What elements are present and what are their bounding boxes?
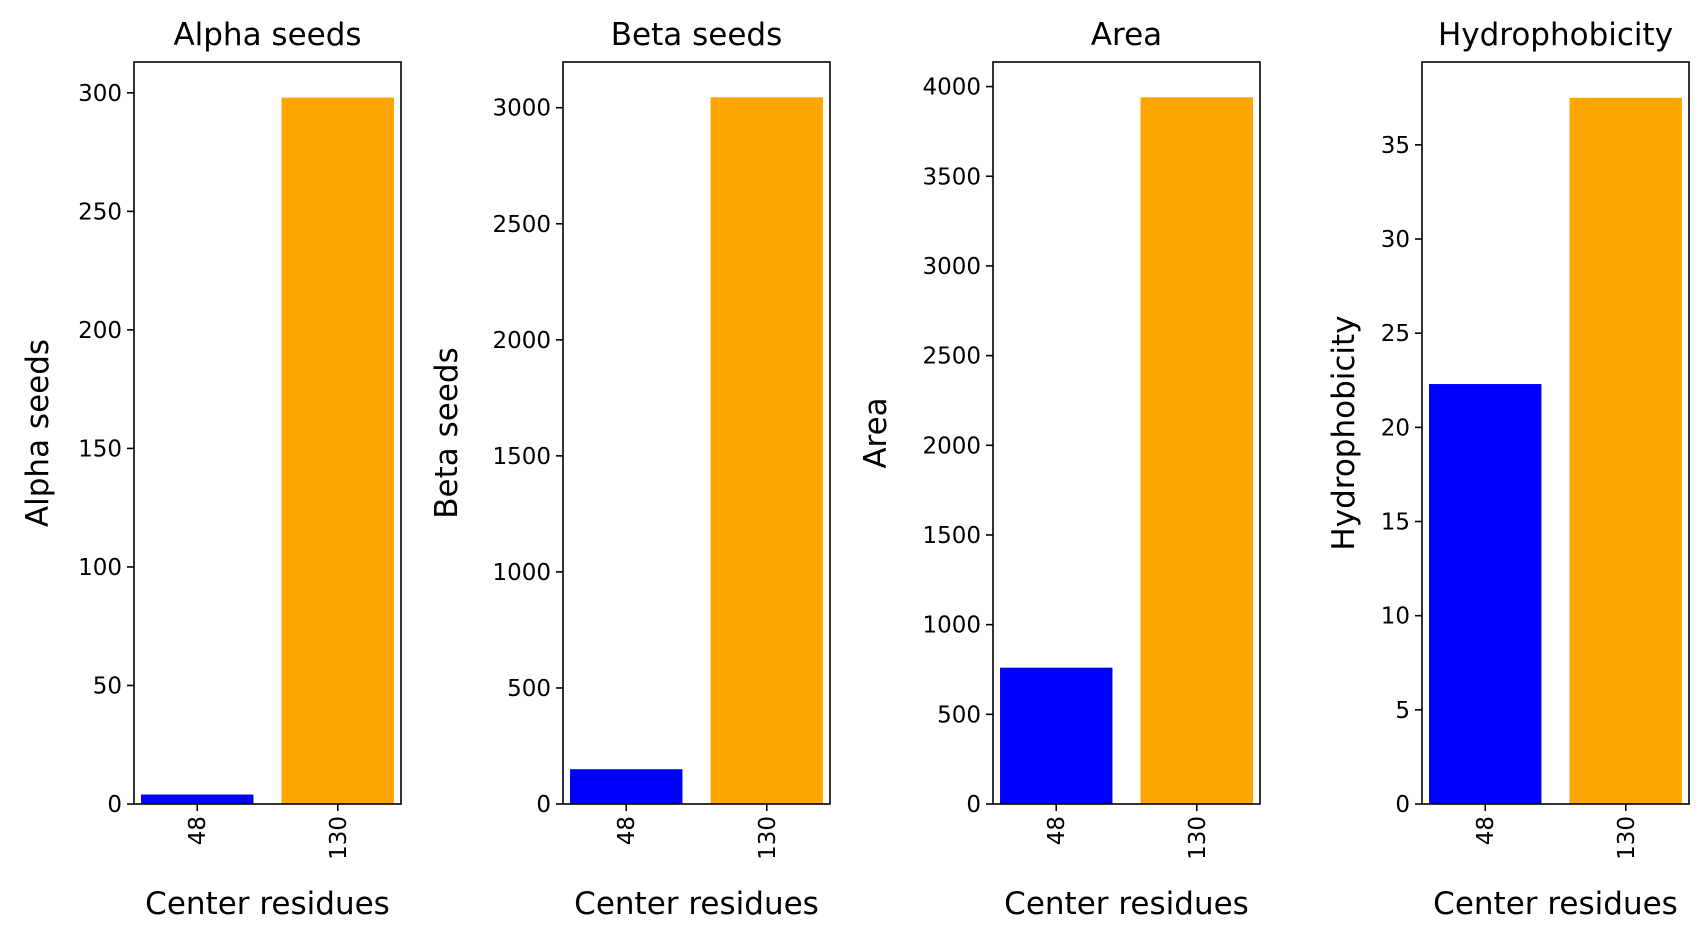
x-tick-label: 48 <box>1473 816 1499 845</box>
y-tick-label: 300 <box>78 81 122 107</box>
y-tick-label: 3000 <box>492 96 551 122</box>
x-tick-label: 130 <box>326 816 352 860</box>
x-tick-label: 130 <box>1614 816 1640 860</box>
x-tick-label: 130 <box>1185 816 1211 860</box>
y-tick-label: 10 <box>1381 604 1410 630</box>
chart-panel-3: 0 500 1000 1500 2000 2500 3000 3500 4000 48 130 Are… <box>858 17 1261 922</box>
axes-frame <box>562 61 831 805</box>
y-tick-label: 35 <box>1381 133 1410 159</box>
y-tick-label: 15 <box>1381 510 1410 536</box>
y-tick-label: 0 <box>107 792 122 818</box>
y-tick-label: 500 <box>937 702 981 728</box>
y-tick-label: 2500 <box>922 344 981 370</box>
panel-title: Hydrophobicity <box>1438 17 1673 53</box>
y-tick-label: 50 <box>93 673 122 699</box>
x-axis-label: Center residues <box>145 886 390 922</box>
y-tick-label: 1500 <box>492 444 551 470</box>
bar-130 <box>710 97 823 804</box>
chart-panel-1: 0 50 100 150 200 250 300 48 130 Alpha seeds Center… <box>20 17 402 922</box>
x-tick-label: 48 <box>1044 816 1070 845</box>
y-tick-label: 30 <box>1381 227 1410 253</box>
bar-130 <box>281 97 394 804</box>
y-axis-label: Alpha seeds <box>20 339 56 527</box>
y-tick-label: 1000 <box>492 560 551 586</box>
x-tick-label: 48 <box>614 816 640 845</box>
y-tick-label: 200 <box>78 318 122 344</box>
y-tick-label: 3000 <box>922 254 981 280</box>
y-tick-label: 100 <box>78 555 122 581</box>
bar-48 <box>141 794 254 804</box>
y-tick-label: 250 <box>78 199 122 225</box>
axes-frame <box>133 61 402 805</box>
y-tick-label: 25 <box>1381 321 1410 347</box>
panel-title: Beta seeds <box>611 17 782 53</box>
y-tick-label: 2000 <box>922 433 981 459</box>
y-axis-label: Area <box>858 397 894 468</box>
bar-48 <box>1000 667 1113 804</box>
y-tick-label: 0 <box>966 792 981 818</box>
y-tick-label: 2000 <box>492 328 551 354</box>
axes-frame <box>1421 61 1690 805</box>
chart-panel-4: 0 5 10 15 20 25 30 35 48 130 Hydrophobicity Center … <box>1326 17 1690 922</box>
y-tick-label: 0 <box>1395 792 1410 818</box>
axes-frame <box>992 61 1261 805</box>
y-tick-label: 150 <box>78 436 122 462</box>
panel-title: Area <box>1091 17 1162 53</box>
x-axis-label: Center residues <box>1433 886 1678 922</box>
bar-130 <box>1140 97 1253 804</box>
panel-title: Alpha seeds <box>173 17 361 53</box>
y-tick-label: 4000 <box>922 75 981 101</box>
x-tick-label: 48 <box>185 816 211 845</box>
y-tick-label: 20 <box>1381 415 1410 441</box>
y-axis-label: Beta seeds <box>429 347 465 518</box>
y-tick-label: 2500 <box>492 212 551 238</box>
y-tick-label: 500 <box>507 676 551 702</box>
bar-48 <box>1429 384 1542 804</box>
y-tick-label: 5 <box>1395 698 1410 724</box>
y-tick-label: 1000 <box>922 613 981 639</box>
y-tick-label: 3500 <box>922 164 981 190</box>
y-axis-label: Hydrophobicity <box>1326 315 1362 550</box>
x-axis-label: Center residues <box>1004 886 1249 922</box>
bar-48 <box>570 769 683 804</box>
bar-130 <box>1569 97 1682 804</box>
y-tick-label: 0 <box>536 792 551 818</box>
y-tick-label: 1500 <box>922 523 981 549</box>
x-tick-label: 130 <box>755 816 781 860</box>
chart-panel-2: 0 500 1000 1500 2000 2500 3000 48 130 Beta seeds C… <box>429 17 831 922</box>
x-axis-label: Center residues <box>574 886 819 922</box>
